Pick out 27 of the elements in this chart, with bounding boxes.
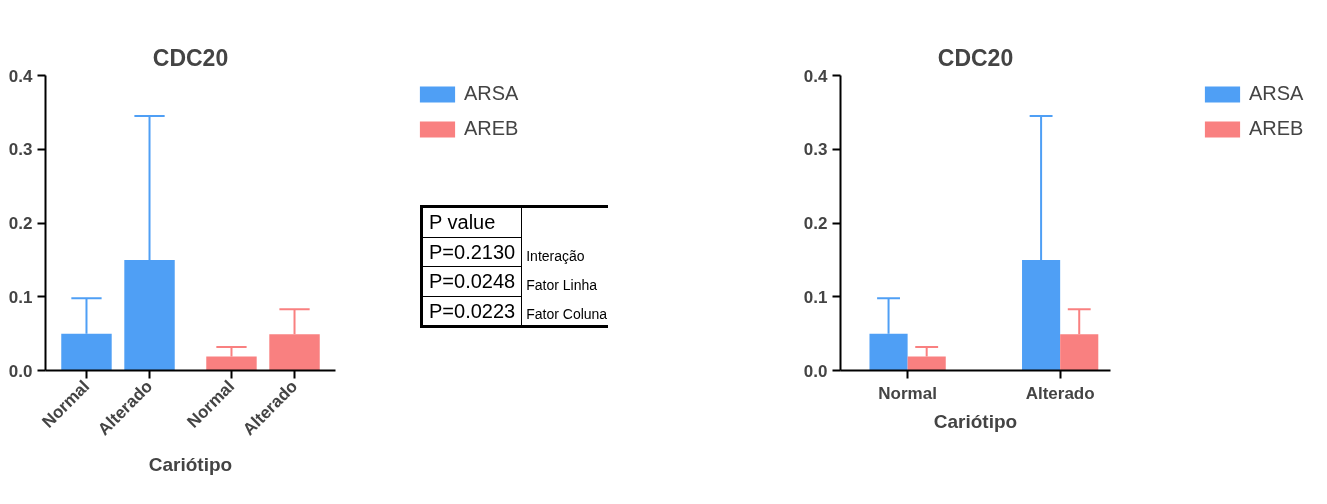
y-tick-label: 0.3 xyxy=(803,140,828,160)
legend-label: ARSA xyxy=(1249,82,1304,105)
y-tick-label: 0.4 xyxy=(8,66,34,86)
text: Fator Coluna xyxy=(525,305,609,325)
legend-label: ARSA xyxy=(464,82,519,105)
chart-title: CDC20 xyxy=(152,44,229,71)
legend-label: AREB xyxy=(1249,117,1304,140)
y-tick-label: 0.0 xyxy=(803,361,828,381)
y-tick-label: 0.2 xyxy=(803,214,828,233)
y-tick-label: 0.2 xyxy=(8,214,33,233)
x-axis-title: Cariótipo xyxy=(148,453,233,475)
y-tick-label: 0.3 xyxy=(8,140,33,160)
y-tick-label: 0.1 xyxy=(8,287,33,307)
text: P=0.0223 xyxy=(421,296,522,327)
text: P value xyxy=(421,206,522,238)
y-tick-label: 0.0 xyxy=(8,361,33,381)
y-tick-label: 0.1 xyxy=(803,287,828,307)
x-axis-title: Cariótipo xyxy=(933,410,1018,432)
x-tick-label: Normal xyxy=(878,383,937,403)
text: P=0.0248 xyxy=(421,266,522,297)
text: P=0.2130 xyxy=(421,237,522,267)
text: Fator Linha xyxy=(525,276,599,296)
x-tick-label: Alterado xyxy=(1025,383,1095,403)
legend-label: AREB xyxy=(464,117,519,140)
text: Interação xyxy=(525,246,586,266)
chart-title: CDC20 xyxy=(937,44,1014,71)
y-tick-label: 0.4 xyxy=(803,66,829,86)
